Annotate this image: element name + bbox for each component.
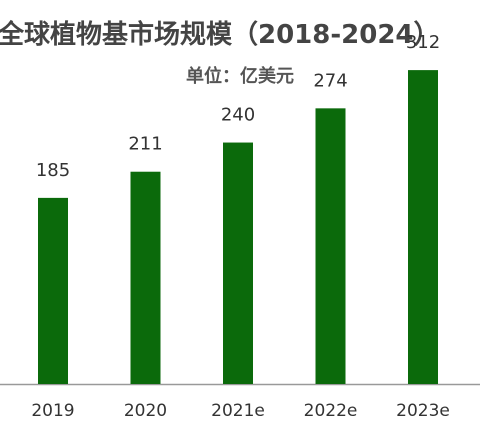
chart-subtitle: 单位：亿美元 xyxy=(186,66,294,87)
data-label-2021e: 240 xyxy=(221,105,255,126)
data-label-2022e: 274 xyxy=(313,70,347,91)
bar-2020 xyxy=(130,171,161,384)
bar-2019 xyxy=(38,197,68,384)
chart-title: 全球植物基市场规模（2018-2024） xyxy=(0,20,440,50)
x-tick-label-2021e: 2021e xyxy=(211,401,265,421)
data-label-2019: 185 xyxy=(36,160,70,181)
bar-2021e xyxy=(223,142,253,384)
x-tick-label-2023e: 2023e xyxy=(396,401,450,421)
x-tick-label-2022e: 2022e xyxy=(304,401,358,421)
x-tick-label-2020: 2020 xyxy=(124,401,167,421)
bar-2022e xyxy=(315,108,346,385)
x-tick-label-2019: 2019 xyxy=(31,401,74,421)
bar-2023e xyxy=(408,70,438,384)
data-label-2023e: 312 xyxy=(406,32,440,53)
data-label-2020: 211 xyxy=(128,134,162,155)
